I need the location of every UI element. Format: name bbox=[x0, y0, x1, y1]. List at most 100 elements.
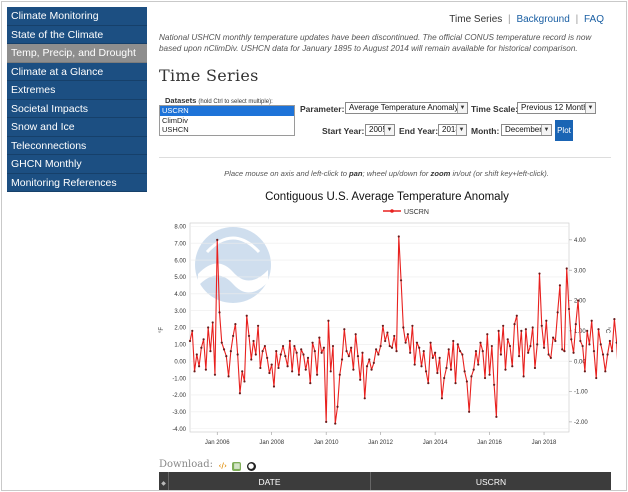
month-label: Month: bbox=[471, 126, 500, 136]
data-table-header: ◆ DATE USCRN bbox=[159, 472, 611, 490]
data-point bbox=[263, 344, 266, 348]
data-point bbox=[368, 358, 371, 361]
data-point bbox=[347, 355, 350, 358]
data-point bbox=[384, 339, 387, 343]
data-point bbox=[597, 328, 600, 331]
data-point bbox=[241, 370, 244, 373]
data-point bbox=[515, 314, 518, 317]
chart-axes[interactable]: 8.00 7.00 6.00 5.00 4.00 3.00 2.00 1.00 0.00 -1.0… bbox=[172, 225, 588, 446]
sidebar-item-climate-monitoring[interactable]: Climate Monitoring bbox=[7, 7, 147, 26]
nav-link-background[interactable]: Background bbox=[516, 14, 570, 25]
data-point bbox=[424, 370, 428, 373]
data-point bbox=[524, 328, 527, 331]
data-point bbox=[365, 365, 369, 368]
data-point bbox=[268, 371, 271, 375]
data-point bbox=[402, 326, 405, 329]
data-point bbox=[477, 363, 480, 366]
data-point bbox=[363, 397, 366, 400]
data-point bbox=[372, 361, 375, 364]
data-point bbox=[295, 351, 298, 354]
data-point bbox=[488, 373, 491, 376]
start-year-label: Start Year: bbox=[322, 126, 365, 136]
data-point bbox=[495, 415, 498, 418]
data-point bbox=[483, 376, 487, 380]
datasets-multiselect[interactable]: USCRN ClimDiv USHCN bbox=[159, 105, 295, 136]
data-point bbox=[545, 319, 548, 322]
data-point bbox=[529, 344, 532, 348]
x-tick-label: Jan 2006 bbox=[205, 440, 230, 446]
sidebar-item-temp-precip-drought[interactable]: Temp, Precip, and Drought bbox=[7, 44, 147, 63]
plot-button[interactable]: Plot bbox=[555, 120, 573, 141]
data-point bbox=[579, 339, 582, 343]
parameter-value: Average Temperature Anomaly bbox=[349, 103, 459, 112]
sidebar-item-snow-and-ice[interactable]: Snow and Ice bbox=[7, 118, 147, 137]
chevron-down-icon: ▼ bbox=[541, 125, 551, 135]
nav-link-faq[interactable]: FAQ bbox=[583, 14, 604, 25]
data-point bbox=[447, 348, 450, 351]
data-point bbox=[590, 319, 593, 322]
data-point bbox=[486, 333, 489, 336]
sidebar-item-state-of-the-climate[interactable]: State of the Climate bbox=[7, 25, 147, 44]
chevron-down-icon: ▼ bbox=[384, 125, 394, 135]
data-point bbox=[552, 336, 555, 339]
data-point bbox=[438, 356, 441, 359]
dataset-option-ushcn[interactable]: USHCN bbox=[162, 125, 189, 134]
json-icon[interactable]: ● bbox=[246, 462, 256, 471]
data-point bbox=[558, 284, 562, 287]
sidebar-item-societal-impacts[interactable]: Societal Impacts bbox=[7, 99, 147, 118]
data-point bbox=[202, 338, 205, 341]
sidebar-item-teleconnections[interactable]: Teleconnections bbox=[7, 136, 147, 155]
noaa-logo bbox=[195, 227, 271, 303]
table-col-date[interactable]: DATE bbox=[169, 472, 371, 490]
csv-icon[interactable]: ▦ bbox=[232, 462, 242, 471]
temperature-anomaly-chart[interactable]: Contiguous U.S. Average Temperature Anom… bbox=[157, 182, 617, 454]
data-point bbox=[261, 350, 264, 353]
sidebar-item-monitoring-references[interactable]: Monitoring References bbox=[7, 173, 147, 192]
dataset-option-climdiv[interactable]: ClimDiv bbox=[162, 115, 188, 125]
start-year-select[interactable]: 2005 ▼ bbox=[365, 124, 395, 136]
parameter-select[interactable]: Average Temperature Anomaly ▼ bbox=[345, 102, 468, 114]
y-tick-label-left: 4.00 bbox=[174, 292, 186, 298]
sidebar-item-climate-at-a-glance[interactable]: Climate at a Glance bbox=[7, 62, 147, 81]
sidebar-item-extremes[interactable]: Extremes bbox=[7, 81, 147, 100]
y-tick-label-left: 3.00 bbox=[174, 309, 186, 315]
data-point bbox=[218, 311, 221, 314]
data-point bbox=[604, 370, 607, 373]
data-point bbox=[517, 355, 521, 358]
sidebar-item-ghcn-monthly[interactable]: GHCN Monthly bbox=[7, 155, 147, 174]
chart-legend[interactable]: USCRN bbox=[383, 209, 429, 216]
timescale-select[interactable]: Previous 12 Months ▼ bbox=[517, 102, 596, 114]
dataset-option-uscrn[interactable]: USCRN bbox=[160, 106, 294, 116]
data-point bbox=[536, 343, 539, 346]
month-select[interactable]: December ▼ bbox=[501, 124, 552, 136]
data-point bbox=[388, 344, 391, 348]
table-col-uscrn[interactable]: USCRN bbox=[475, 477, 507, 487]
data-point bbox=[331, 344, 335, 348]
data-point bbox=[443, 376, 446, 380]
data-point bbox=[572, 351, 575, 354]
data-point bbox=[420, 365, 423, 368]
data-point bbox=[470, 375, 473, 378]
data-point bbox=[232, 334, 235, 338]
data-point bbox=[554, 339, 557, 343]
chevron-down-icon: ▼ bbox=[457, 103, 467, 113]
data-point bbox=[458, 350, 462, 353]
data-point bbox=[608, 339, 611, 343]
table-col-sort[interactable]: ◆ bbox=[159, 472, 169, 490]
data-point bbox=[370, 368, 373, 371]
datasets-label: Datasets (hold Ctrl to select multiple): bbox=[165, 96, 273, 105]
data-point bbox=[413, 363, 416, 366]
chart-title: Contiguous U.S. Average Temperature Anom… bbox=[265, 191, 509, 203]
data-point bbox=[570, 338, 573, 341]
end-year-select[interactable]: 2018 ▼ bbox=[438, 124, 467, 136]
chart-instructions: Place mouse on axis and left-click to pa… bbox=[159, 169, 614, 178]
data-point bbox=[320, 351, 323, 354]
data-point bbox=[322, 346, 325, 349]
data-point bbox=[431, 356, 434, 359]
data-point bbox=[229, 350, 232, 353]
instr-zoom: zoom bbox=[430, 169, 451, 178]
divider bbox=[159, 157, 611, 158]
y-tick-label-right: -2.00 bbox=[574, 420, 588, 426]
xml-icon[interactable]: ‹/› bbox=[218, 461, 227, 470]
